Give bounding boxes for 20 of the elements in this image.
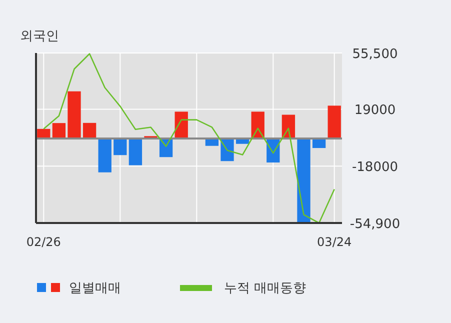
- bar: [98, 138, 112, 172]
- bar: [82, 122, 96, 138]
- y-tick-label: 19000: [354, 103, 396, 118]
- legend-label: 일별매매: [69, 281, 121, 296]
- legend-label: 누적 매매동향: [224, 281, 306, 296]
- bar: [128, 138, 142, 166]
- y-tick-label: 55,500: [352, 47, 398, 62]
- bar: [328, 106, 341, 138]
- x-tick-label: 02/26: [26, 235, 61, 249]
- legend-item: 누적 매매동향: [180, 281, 306, 296]
- chart-title: 외국인: [20, 29, 59, 44]
- line-series: [43, 53, 335, 224]
- bar: [52, 123, 66, 138]
- x-tick-label: 03/24: [317, 235, 352, 249]
- bar: [114, 138, 127, 156]
- bar: [68, 91, 81, 138]
- bar: [297, 138, 310, 223]
- y-tick-label: -54,900: [350, 217, 400, 232]
- y-tick-label: -18000: [352, 160, 398, 176]
- legend-item: 일별매매: [37, 281, 121, 296]
